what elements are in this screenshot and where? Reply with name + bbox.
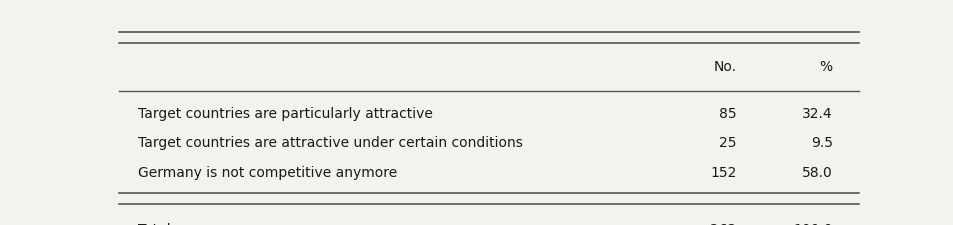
- Text: 85: 85: [719, 107, 736, 121]
- Text: Total: Total: [137, 223, 171, 225]
- Text: 262: 262: [709, 223, 736, 225]
- Text: 100.0: 100.0: [792, 223, 832, 225]
- Text: Target countries are attractive under certain conditions: Target countries are attractive under ce…: [137, 136, 522, 150]
- Text: 25: 25: [719, 136, 736, 150]
- Text: No.: No.: [713, 60, 736, 74]
- Text: 9.5: 9.5: [810, 136, 832, 150]
- Text: 152: 152: [709, 166, 736, 180]
- Text: Germany is not competitive anymore: Germany is not competitive anymore: [137, 166, 396, 180]
- Text: 32.4: 32.4: [801, 107, 832, 121]
- Text: %: %: [819, 60, 832, 74]
- Text: Target countries are particularly attractive: Target countries are particularly attrac…: [137, 107, 432, 121]
- Text: 58.0: 58.0: [801, 166, 832, 180]
